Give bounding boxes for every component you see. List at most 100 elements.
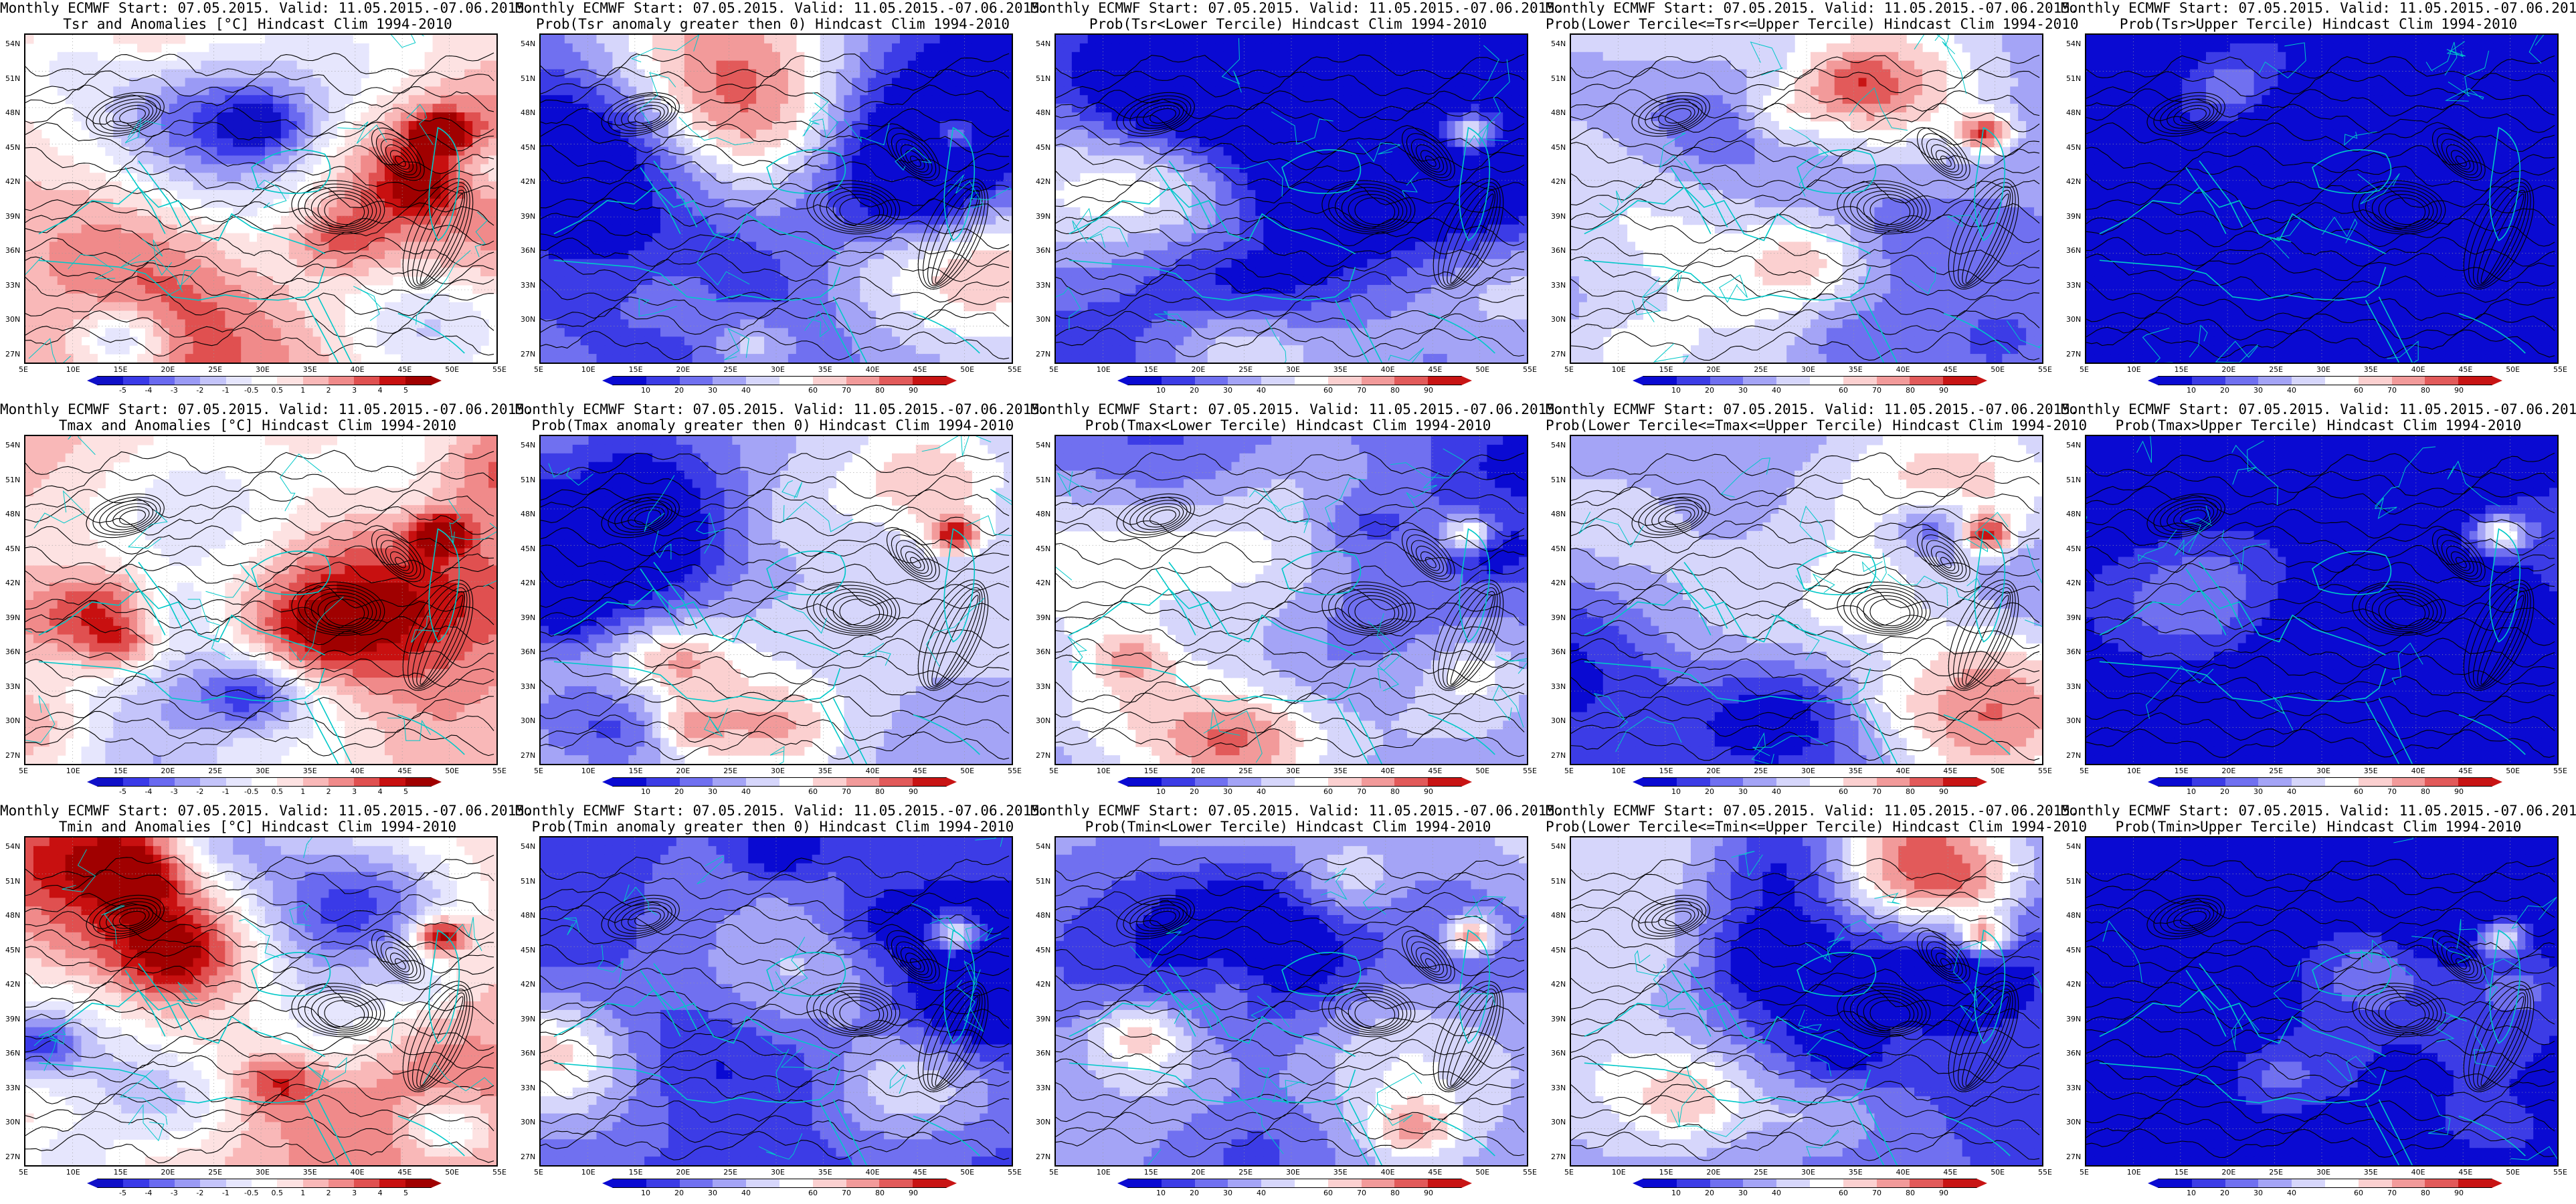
lat-tick-label: 39N bbox=[1551, 212, 1566, 221]
lon-tick-label: 45E bbox=[397, 366, 411, 374]
colorbar-segment bbox=[2358, 1179, 2392, 1187]
lon-tick-label: 30E bbox=[1286, 1169, 1300, 1177]
colorbar bbox=[1633, 1179, 1987, 1188]
colorbar bbox=[602, 1179, 957, 1188]
lat-tick-label: 30N bbox=[1551, 316, 1566, 324]
lat-tick-label: 30N bbox=[521, 316, 535, 324]
lon-tick-label: 15E bbox=[629, 1169, 643, 1177]
lon-tick-label: 20E bbox=[161, 767, 175, 775]
panel-title-subtitle: Prob(Lower Tercile<=Tmax<=Upper Tercile)… bbox=[1546, 417, 2087, 433]
map-panel-tmax-prob-lower: Monthly ECMWF Start: 07.05.2015. Valid: … bbox=[1030, 401, 1564, 803]
colorbar-max-arrow bbox=[1461, 376, 1472, 385]
colorbar-tick-label: 60 bbox=[808, 788, 818, 796]
lon-tick-label: 15E bbox=[1659, 767, 1673, 775]
lat-tick-label: 27N bbox=[5, 752, 20, 760]
lon-tick-label: 30E bbox=[256, 1169, 270, 1177]
forecast-map-svg bbox=[1571, 436, 2042, 764]
lat-tick-label: 33N bbox=[5, 682, 20, 691]
lat-tick-label: 51N bbox=[1036, 476, 1050, 484]
lon-tick-label: 35E bbox=[2364, 767, 2378, 775]
colorbar-tick-label: 80 bbox=[1390, 788, 1400, 796]
lat-tick-label: 30N bbox=[1036, 316, 1050, 324]
lon-tick-label: 5E bbox=[1564, 767, 1574, 775]
colorbar-tick-label: 60 bbox=[1323, 1189, 1333, 1197]
coastlines bbox=[2099, 837, 2557, 1165]
colorbar-segment bbox=[1843, 377, 1877, 385]
colorbar-segment bbox=[405, 377, 432, 385]
colorbar-segment bbox=[713, 778, 747, 786]
colorbar-segment bbox=[1327, 1179, 1362, 1187]
lat-tick-label: 54N bbox=[1036, 843, 1050, 851]
colorbar-tick-label: 90 bbox=[1939, 788, 1948, 796]
colorbar-segment bbox=[846, 778, 880, 786]
colorbar-segment bbox=[1843, 778, 1877, 786]
lat-lon-grid bbox=[1056, 436, 1527, 764]
lat-tick-label: 51N bbox=[5, 877, 20, 886]
colorbar-segment bbox=[123, 778, 149, 786]
coastlines bbox=[1056, 448, 1527, 764]
lon-tick-label: 10E bbox=[1097, 1169, 1111, 1177]
colorbar-tick-label: 30 bbox=[708, 1189, 717, 1197]
lat-tick-label: 51N bbox=[1036, 74, 1050, 83]
lon-tick-label: 40E bbox=[2411, 1169, 2425, 1177]
coastlines bbox=[553, 837, 1004, 1165]
panel-title-subtitle: Prob(Lower Tercile<=Tmin<=Upper Tercile)… bbox=[1546, 819, 2087, 835]
field-shading bbox=[1571, 837, 2042, 1165]
lat-tick-label: 39N bbox=[1551, 1015, 1566, 1023]
colorbar-segment bbox=[746, 377, 779, 385]
lat-tick-label: 36N bbox=[1036, 247, 1050, 255]
colorbar-segment bbox=[779, 778, 813, 786]
colorbar-tick-label: 70 bbox=[1357, 1189, 1366, 1197]
colorbar-tick-label: 80 bbox=[2421, 1189, 2430, 1197]
lon-tick-label: 40E bbox=[1896, 767, 1910, 775]
coastlines bbox=[25, 436, 496, 764]
colorbar-tick-label: 2 bbox=[327, 788, 331, 796]
lon-tick-label: 25E bbox=[208, 767, 222, 775]
lon-tick-label: 25E bbox=[208, 366, 222, 374]
colorbar-segment bbox=[149, 1179, 175, 1187]
lon-tick-label: 40E bbox=[866, 767, 880, 775]
colorbar-tick-label: 10 bbox=[1156, 788, 1166, 796]
lat-tick-label: 54N bbox=[1036, 40, 1050, 48]
lat-tick-label: 42N bbox=[2066, 579, 2081, 587]
lat-lon-grid bbox=[1571, 436, 2042, 764]
lon-tick-label: 15E bbox=[114, 366, 128, 374]
colorbar-segment bbox=[1943, 778, 1976, 786]
colorbar-tick-label: 90 bbox=[2454, 387, 2464, 395]
colorbar-segment bbox=[812, 778, 846, 786]
colorbar-segment bbox=[2391, 377, 2425, 385]
colorbar-segment bbox=[1910, 1179, 1944, 1187]
colorbar-segment bbox=[2324, 1179, 2359, 1187]
lat-tick-label: 33N bbox=[521, 682, 535, 691]
coastlines bbox=[1069, 868, 1527, 1165]
lat-tick-label: 27N bbox=[1036, 1153, 1050, 1161]
colorbar-tick-label: 80 bbox=[1390, 387, 1400, 395]
lon-tick-label: 55E bbox=[1008, 767, 1022, 775]
colorbar-tick-label: 10 bbox=[1671, 387, 1681, 395]
colorbar-tick-label: 30 bbox=[1738, 1189, 1748, 1197]
lon-tick-label: 25E bbox=[1238, 366, 1253, 374]
colorbar-segment bbox=[2225, 377, 2259, 385]
coastlines bbox=[2099, 35, 2545, 363]
colorbar-segment bbox=[913, 377, 946, 385]
panel-title-header: Monthly ECMWF Start: 07.05.2015. Valid: … bbox=[0, 0, 533, 16]
colorbar-tick-label: 70 bbox=[2387, 1189, 2397, 1197]
colorbar-tick-label: 90 bbox=[1424, 788, 1433, 796]
colorbar-segment bbox=[354, 778, 380, 786]
colorbar-max-arrow bbox=[1976, 777, 1987, 787]
panel-title-subtitle: Prob(Tmax anomaly greater then 0) Hindca… bbox=[515, 417, 1030, 433]
panel-title-header: Monthly ECMWF Start: 07.05.2015. Valid: … bbox=[515, 803, 1048, 819]
lon-tick-label: 55E bbox=[492, 767, 507, 775]
lon-tick-label: 45E bbox=[1428, 366, 1442, 374]
colorbar-tick-label: -5 bbox=[119, 387, 126, 395]
lat-tick-label: 39N bbox=[1551, 613, 1566, 622]
lon-tick-label: 45E bbox=[913, 1169, 927, 1177]
lat-tick-label: 27N bbox=[521, 1153, 535, 1161]
colorbar-segment bbox=[613, 377, 646, 385]
lat-tick-label: 42N bbox=[1036, 981, 1050, 989]
colorbar-tick-label: 70 bbox=[1357, 387, 1366, 395]
lat-tick-label: 33N bbox=[5, 1084, 20, 1092]
colorbar-tick-label: 30 bbox=[1223, 1189, 1232, 1197]
colorbar-tick-label: 30 bbox=[1223, 788, 1232, 796]
lat-tick-label: 48N bbox=[521, 109, 535, 117]
